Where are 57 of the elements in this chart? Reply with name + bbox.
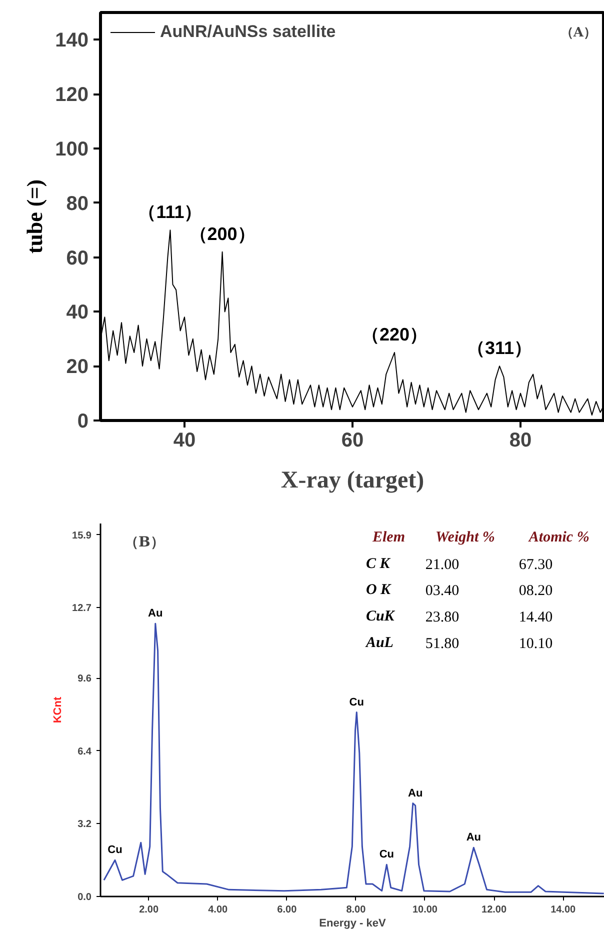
x-axis-title: Energy - keV	[319, 918, 386, 930]
annotation: （220）	[361, 324, 428, 344]
x-tick-label: 6.00	[277, 904, 298, 916]
x-tick-label: 40	[173, 430, 196, 452]
x-tick-label: 2.00	[139, 904, 159, 916]
annotation: CuK	[366, 608, 396, 625]
line-series	[103, 622, 604, 894]
x-tick-label: 12.00	[482, 904, 507, 916]
annotation: AuL	[364, 634, 394, 651]
annotation: Cu	[349, 696, 364, 708]
y-tick-label: 3.2	[78, 819, 92, 830]
x-tick-label: 10.00	[412, 904, 438, 916]
annotation: （111）	[138, 202, 202, 222]
y-tick-label: 100	[55, 138, 89, 160]
annotation: Cu	[108, 844, 122, 856]
y-tick-label: 60	[66, 247, 89, 270]
y-tick-label: 140	[55, 30, 89, 52]
y-tick-label: 20	[66, 356, 89, 378]
x-tick-label: 4.00	[208, 904, 228, 916]
x-tick-label: 8.00	[346, 904, 366, 916]
annotation: 21.00	[425, 556, 460, 573]
y-axis-title: tube (=)	[22, 179, 48, 254]
y-axis-title: KCnt	[52, 696, 64, 724]
annotation: Au	[408, 787, 423, 800]
annotation: 51.80	[425, 636, 460, 652]
annotation: C K	[366, 556, 391, 572]
y-tick-label: 0	[77, 410, 88, 432]
annotation: Au	[148, 608, 163, 620]
x-tick-label: 14.00	[550, 904, 576, 916]
annotation: 14.40	[518, 610, 553, 626]
annotation: Elem	[372, 529, 405, 546]
y-tick-label: 80	[66, 192, 89, 215]
annotation: （311）	[466, 338, 532, 358]
x-tick-label: 80	[509, 430, 532, 452]
annotation: （B）	[124, 534, 164, 550]
y-tick-label: 0.0	[78, 892, 92, 903]
y-tick-label: 12.7	[72, 603, 92, 614]
annotation: 10.10	[518, 636, 553, 652]
annotation: （A）	[560, 26, 597, 40]
annotation: 03.40	[425, 583, 460, 600]
annotation: Cu	[379, 848, 394, 861]
annotation: 67.30	[518, 556, 553, 573]
annotation: Weight %	[436, 529, 495, 546]
annotation: （200）	[189, 224, 256, 244]
annotation: Au	[466, 832, 482, 844]
y-tick-label: 15.9	[72, 530, 92, 542]
legend-label: AuNR/AuNSs satellite	[160, 22, 336, 42]
annotation: Atomic %	[528, 529, 590, 546]
x-axis-title: X-ray (target)	[280, 468, 424, 494]
annotation: 23.80	[425, 610, 460, 626]
y-tick-label: 9.6	[78, 674, 92, 685]
annotation: 08.20	[518, 583, 553, 600]
y-tick-label: 120	[55, 84, 89, 106]
x-tick-label: 60	[341, 430, 364, 452]
annotation: O K	[366, 582, 392, 598]
y-tick-label: 40	[66, 302, 89, 324]
y-tick-label: 6.4	[78, 746, 92, 758]
